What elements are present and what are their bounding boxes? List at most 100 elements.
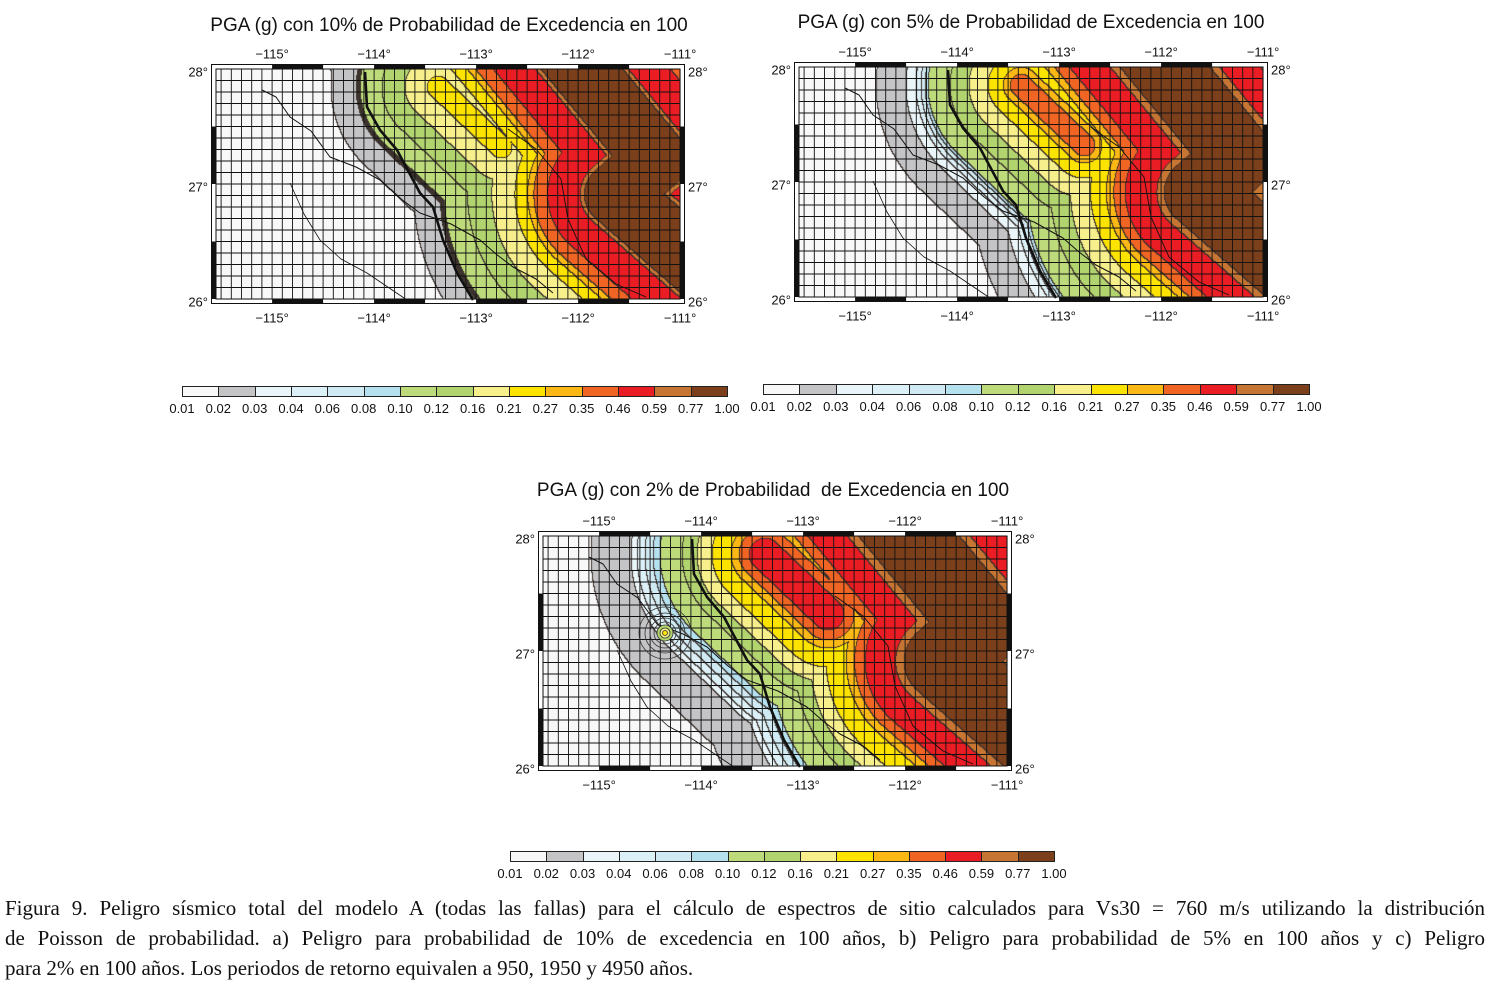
frame-tick-bar [957,297,1009,302]
colorbar-label: 0.46 [1187,399,1213,414]
colorbar-label: 0.01 [497,866,523,881]
colorbar-label: 0.77 [1259,399,1286,414]
contour-ring [653,621,677,645]
frame-tick-bar [272,299,324,304]
frame-tick-bar [476,64,528,69]
lat-label-left: 27° [771,177,791,193]
lon-label-bottom: −113° [459,310,493,326]
lat-label-left: 26° [515,761,535,777]
map-overlay [794,62,1268,302]
map-frame [794,62,1268,302]
colorbar-label: 0.02 [205,401,231,416]
colorbar-label: 0.21 [1077,399,1104,414]
colorbar-label: 0.06 [895,399,922,414]
colorbar-swatch [800,851,838,862]
lon-label-bottom: −113° [1042,308,1076,324]
lat-label-left: 27° [515,646,535,662]
caption-line-3: para 2% en 100 años. Los periodos de ret… [5,956,694,980]
colorbar-label: 0.04 [278,401,304,416]
colorbar-label: 0.03 [242,401,268,416]
colorbar-label: 0.10 [387,401,413,416]
colorbar-label: 0.06 [314,401,340,416]
lon-label-bottom: −112° [561,310,595,326]
lon-label-top: −112° [561,46,595,62]
lon-label-top: −113° [1042,44,1076,60]
lat-label-left: 26° [188,294,208,310]
colorbar-swatch [908,851,947,862]
coastline-peninsula-west [588,556,881,761]
colorbar-label: 0.46 [605,401,631,416]
frame-tick-bar [211,241,216,299]
lon-label-bottom: −111° [1246,308,1280,324]
colorbar-swatch [908,384,946,395]
colorbar-swatch [1236,384,1274,395]
colorbar-swatch [545,386,583,397]
frame-tick-bar [599,766,651,771]
colorbar-label: 0.12 [751,866,777,881]
lat-label-right: 26° [688,294,708,310]
colorbar-label: 1.00 [1296,399,1322,414]
lon-label-top: −115° [582,513,616,529]
figure-caption: Figura 9. Peligro sísmico total del mode… [5,893,1485,983]
frame-tick-bar [211,126,216,184]
lon-label-top: −111° [990,513,1024,529]
lat-label-right: 28° [688,64,708,80]
colorbar-swatch [799,384,837,395]
lon-label-bottom: −111° [990,777,1024,793]
local-source-bullseye [638,606,692,660]
colorbar-label: 0.16 [787,866,813,881]
colorbar-swatch [327,386,365,397]
colorbar-label: 0.08 [932,399,958,414]
colorbar-swatch [254,386,292,397]
coastline-peninsula-east [363,71,475,301]
colorbar-swatch [981,851,1019,862]
colorbar-b: 0.01 0.02 0.03 0.04 0.06 0.08 0.10 0.12 0.16 0.21… [750,384,1322,414]
map-a-pga-10pct: −115° −115° −114° −114° −113° −113° −112° −112°… [188,47,707,326]
colorbar-label: 0.01 [169,401,195,416]
lon-label-top: −113° [459,46,493,62]
colorbar-label: 0.21 [496,401,522,416]
colorbar-label: 0.35 [569,401,595,416]
colorbar-swatch [654,386,692,397]
colorbar-swatch [436,386,474,397]
colorbar-label: 0.27 [1114,399,1140,414]
colorbar-swatch [835,384,874,395]
colorbar-label: 0.06 [642,866,668,881]
lat-label-left: 28° [188,64,208,80]
coastline-mainland [834,595,974,765]
colorbar-swatch [1017,384,1056,395]
colorbar-swatch [836,851,874,862]
frame-tick-bar [855,297,907,302]
frame-tick-bar [578,299,630,304]
map-frame [538,531,1012,771]
lat-label-left: 28° [515,531,535,547]
frame-tick-bar [794,124,799,182]
colorbar-label: 0.16 [1041,399,1067,414]
colorbar-swatch [872,851,910,862]
frame-tick-bar [701,531,753,536]
lat-label-left: 27° [188,179,208,195]
lat-label-right: 28° [1271,62,1291,78]
frame-tick-bar [1161,62,1213,67]
colorbar-swatch [363,386,401,397]
frame-tick-bar [1059,62,1111,67]
colorbar-label: 0.04 [859,399,885,414]
colorbar-label: 0.12 [423,401,449,416]
lon-label-top: −114° [940,44,974,60]
colorbar-label: 0.08 [351,401,377,416]
colorbar-label: 1.00 [1041,866,1067,881]
colorbar-label: 1.00 [714,401,740,416]
lon-label-top: −115° [838,44,872,60]
lon-label-bottom: −112° [888,777,922,793]
map-b-pga-5pct: −115° −115° −114° −114° −113° −113° −112° −112°… [771,45,1290,324]
lat-label-left: 28° [771,62,791,78]
lon-label-top: −111° [1246,44,1280,60]
frame-tick-bar [599,531,651,536]
colorbar-label: 0.10 [968,399,995,414]
colorbar-label: 0.12 [1005,399,1031,414]
frame-tick-bar [538,593,543,651]
graticule-grid [543,535,1008,767]
colorbar-swatch [1272,384,1310,395]
frame-tick-bar [905,766,957,771]
frame-tick-bar [476,299,528,304]
